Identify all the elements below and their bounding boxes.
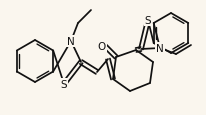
Text: N: N xyxy=(67,37,75,47)
Text: N: N xyxy=(156,44,164,54)
Text: S: S xyxy=(61,79,67,89)
Text: O: O xyxy=(98,42,106,52)
Text: S: S xyxy=(145,16,151,26)
